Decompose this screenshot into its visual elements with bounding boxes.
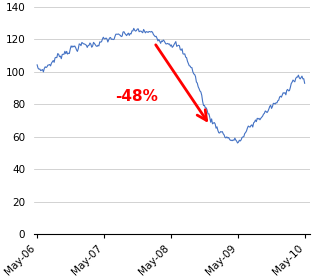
Text: -48%: -48%	[115, 89, 158, 104]
